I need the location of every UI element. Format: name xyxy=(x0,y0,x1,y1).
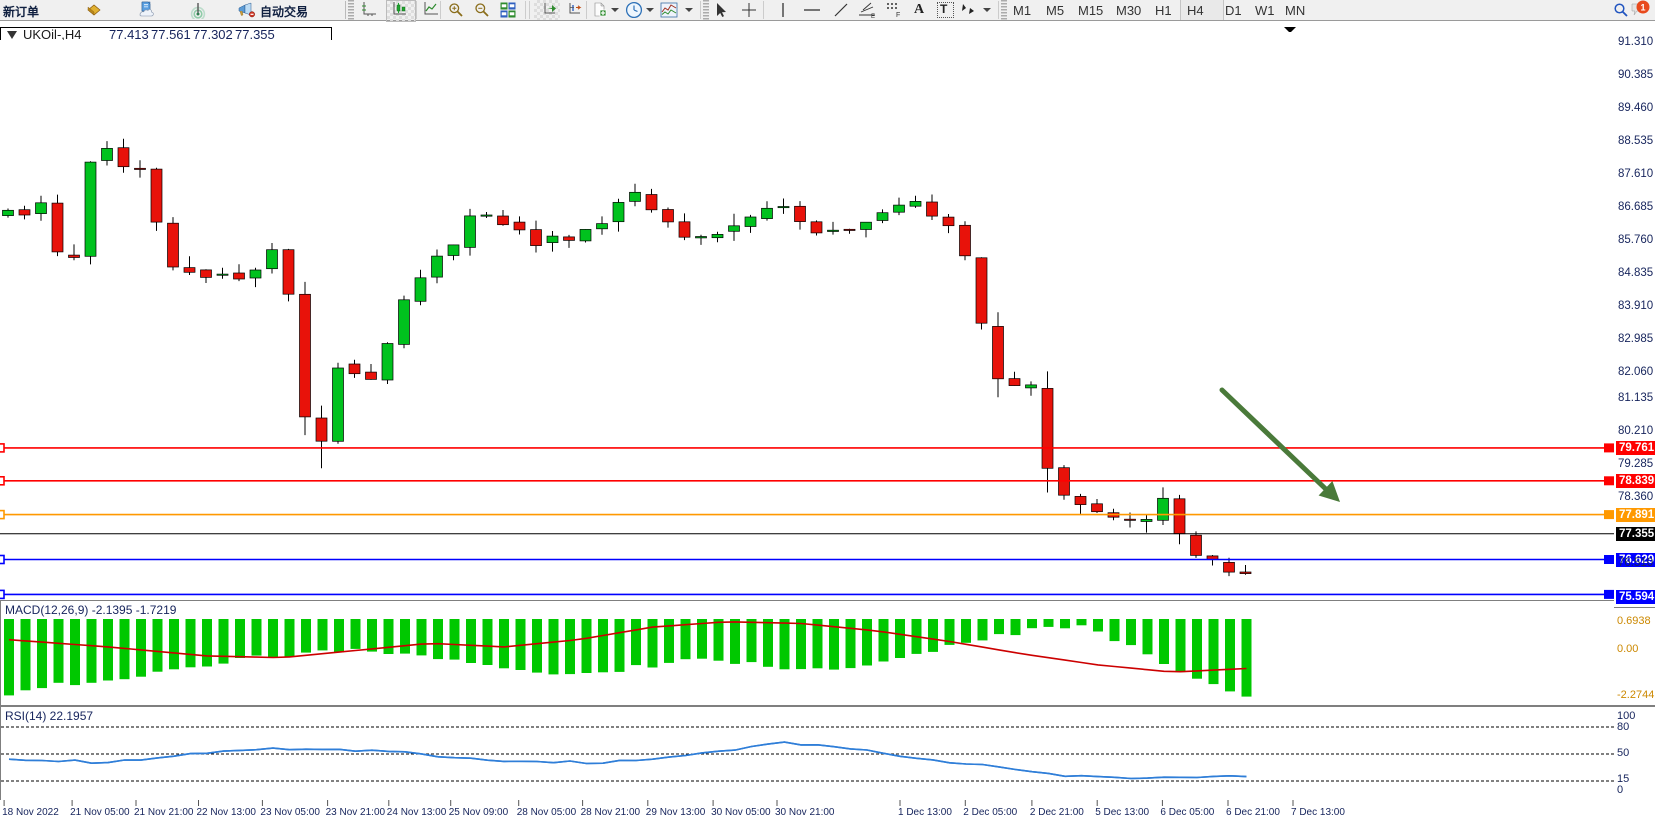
svg-text:1: 1 xyxy=(1640,3,1645,13)
svg-text:E: E xyxy=(871,14,875,19)
svg-text:F: F xyxy=(896,12,900,18)
